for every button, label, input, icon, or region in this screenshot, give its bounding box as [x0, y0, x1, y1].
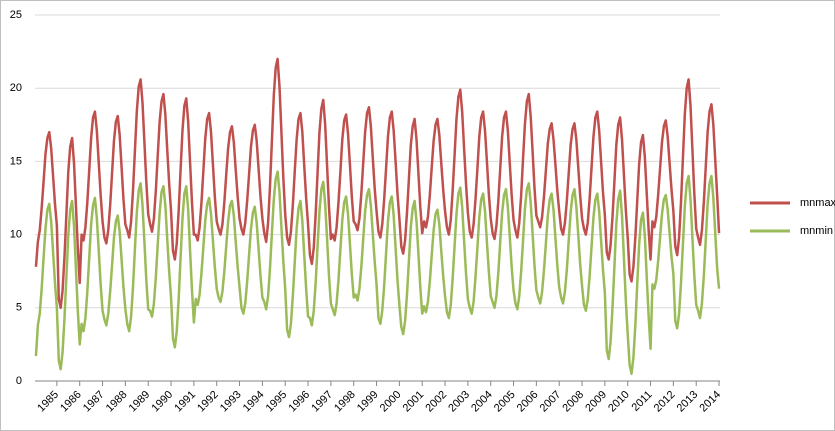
legend-label: mnmin	[800, 225, 833, 237]
y-tick-label: 0	[16, 375, 22, 387]
legend: mnmax mnmin	[750, 197, 835, 237]
y-tick-label: 20	[10, 82, 22, 94]
y-tick-label: 5	[16, 302, 22, 314]
y-tick-label: 10	[10, 229, 22, 241]
series-line	[34, 170, 721, 375]
legend-label: mnmax	[800, 197, 835, 209]
series-line	[34, 57, 721, 310]
lines	[34, 57, 721, 375]
y-tick-label: 25	[10, 9, 22, 21]
y-tick-label: 15	[10, 155, 22, 167]
